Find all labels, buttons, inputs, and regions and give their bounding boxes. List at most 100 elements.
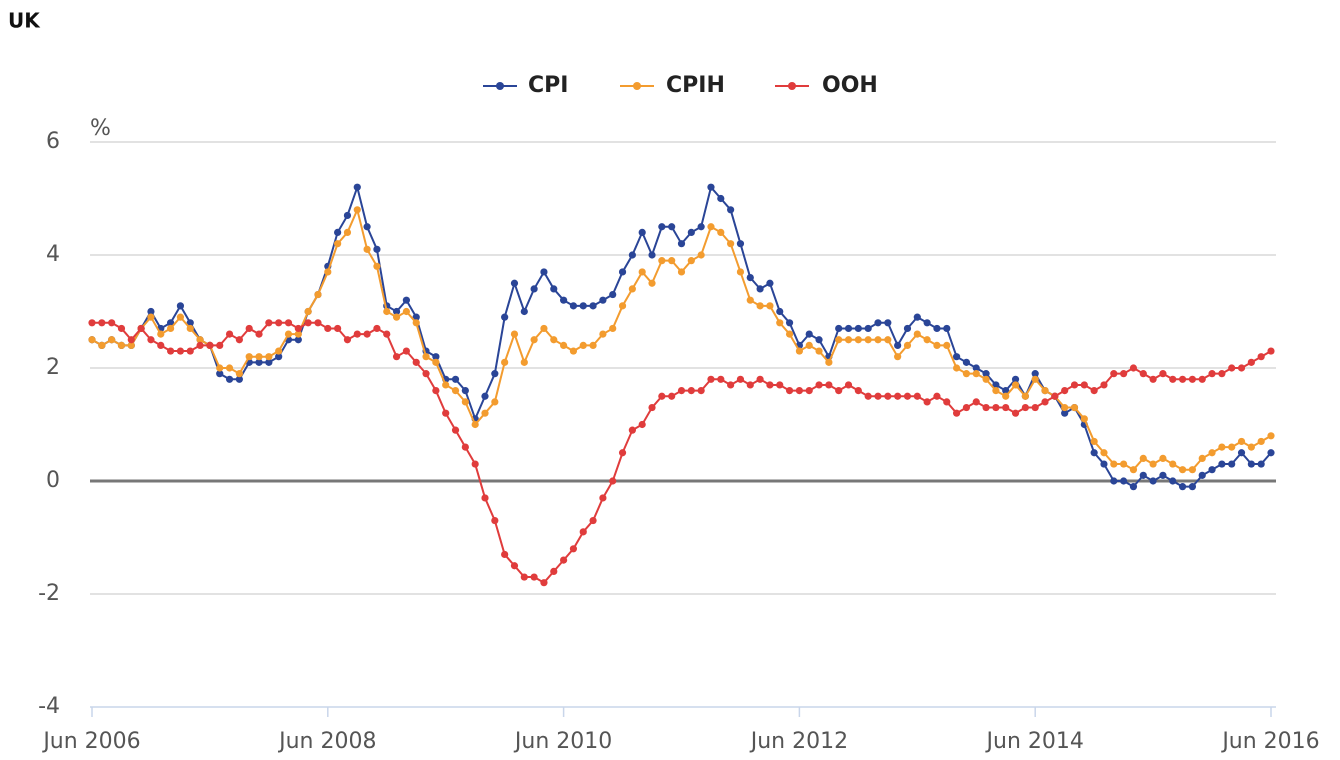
data-point <box>383 307 391 316</box>
data-point <box>658 223 666 231</box>
y-tick-label: 6 <box>46 129 60 154</box>
data-point <box>284 330 293 338</box>
data-point <box>1188 483 1196 491</box>
data-point <box>982 403 990 412</box>
data-point <box>176 302 185 310</box>
data-point <box>343 211 352 220</box>
data-point <box>628 426 636 434</box>
data-point <box>933 324 941 333</box>
data-point <box>785 319 794 327</box>
data-point <box>992 381 1000 389</box>
data-point <box>825 381 833 389</box>
legend-marker <box>633 82 641 90</box>
data-point <box>560 556 568 564</box>
data-point <box>176 313 185 321</box>
data-point <box>1120 460 1128 468</box>
data-point <box>1080 381 1088 389</box>
data-point <box>550 336 558 344</box>
data-point <box>844 324 853 333</box>
data-point <box>894 341 902 349</box>
data-point <box>540 324 548 333</box>
data-point <box>628 251 636 259</box>
series-line <box>91 206 1272 471</box>
data-point <box>255 330 263 338</box>
data-point <box>265 353 273 361</box>
data-point <box>874 336 882 344</box>
data-point <box>658 257 666 265</box>
legend-label: CPIH <box>666 73 725 98</box>
data-point <box>707 223 715 231</box>
data-point <box>510 279 519 287</box>
data-point <box>275 353 283 361</box>
data-point <box>1169 460 1177 468</box>
data-point <box>953 353 961 361</box>
data-point <box>1208 466 1216 474</box>
data-point <box>353 330 361 338</box>
data-point <box>815 347 823 355</box>
data-point <box>540 579 548 587</box>
data-point <box>1267 449 1275 457</box>
data-point <box>1061 387 1069 395</box>
data-point <box>1080 415 1088 423</box>
data-point <box>442 381 450 389</box>
data-point <box>972 370 980 378</box>
data-point <box>1139 471 1147 479</box>
data-point <box>992 387 1000 395</box>
data-point <box>540 268 548 276</box>
data-point <box>353 206 361 214</box>
data-point <box>501 550 509 559</box>
data-point <box>736 268 745 276</box>
data-point <box>275 347 283 355</box>
data-point <box>402 307 410 316</box>
data-point <box>864 392 872 400</box>
data-point <box>923 336 931 344</box>
data-point <box>392 353 401 361</box>
x-tick-label: Jun 2016 <box>1220 729 1319 754</box>
data-point <box>1237 449 1246 457</box>
data-point <box>648 279 656 287</box>
data-point <box>1247 443 1255 451</box>
data-point <box>569 347 578 355</box>
data-point <box>501 313 509 321</box>
data-point <box>167 324 175 333</box>
data-point <box>176 347 185 355</box>
data-point <box>108 319 116 327</box>
data-point <box>638 420 646 429</box>
data-point <box>294 330 302 338</box>
data-point <box>854 324 862 333</box>
data-point <box>903 341 912 349</box>
data-point <box>785 387 794 395</box>
data-point <box>717 194 725 203</box>
data-point <box>432 353 440 361</box>
data-point <box>785 330 794 338</box>
data-point <box>962 358 971 366</box>
data-point <box>265 358 273 366</box>
y-unit-label: % <box>90 116 111 141</box>
data-point <box>727 381 735 389</box>
data-point <box>196 341 204 349</box>
data-point <box>98 319 106 327</box>
data-point <box>746 274 754 282</box>
data-point <box>530 336 538 344</box>
data-point <box>1011 409 1020 417</box>
data-point <box>727 240 735 248</box>
data-point <box>884 336 892 344</box>
data-point <box>736 375 745 383</box>
data-point <box>88 319 96 327</box>
data-point <box>412 319 420 327</box>
data-point <box>216 370 224 378</box>
x-tick-label: Jun 2008 <box>277 729 376 754</box>
data-point <box>1198 454 1206 462</box>
data-point <box>677 268 686 276</box>
data-point <box>491 398 499 406</box>
data-point <box>638 268 646 276</box>
data-point <box>1061 403 1069 412</box>
data-point <box>265 319 273 327</box>
data-point <box>1208 449 1216 457</box>
data-point <box>147 307 155 316</box>
data-point <box>373 262 381 270</box>
data-point <box>776 319 784 327</box>
data-point <box>962 403 971 412</box>
data-point <box>412 313 420 321</box>
